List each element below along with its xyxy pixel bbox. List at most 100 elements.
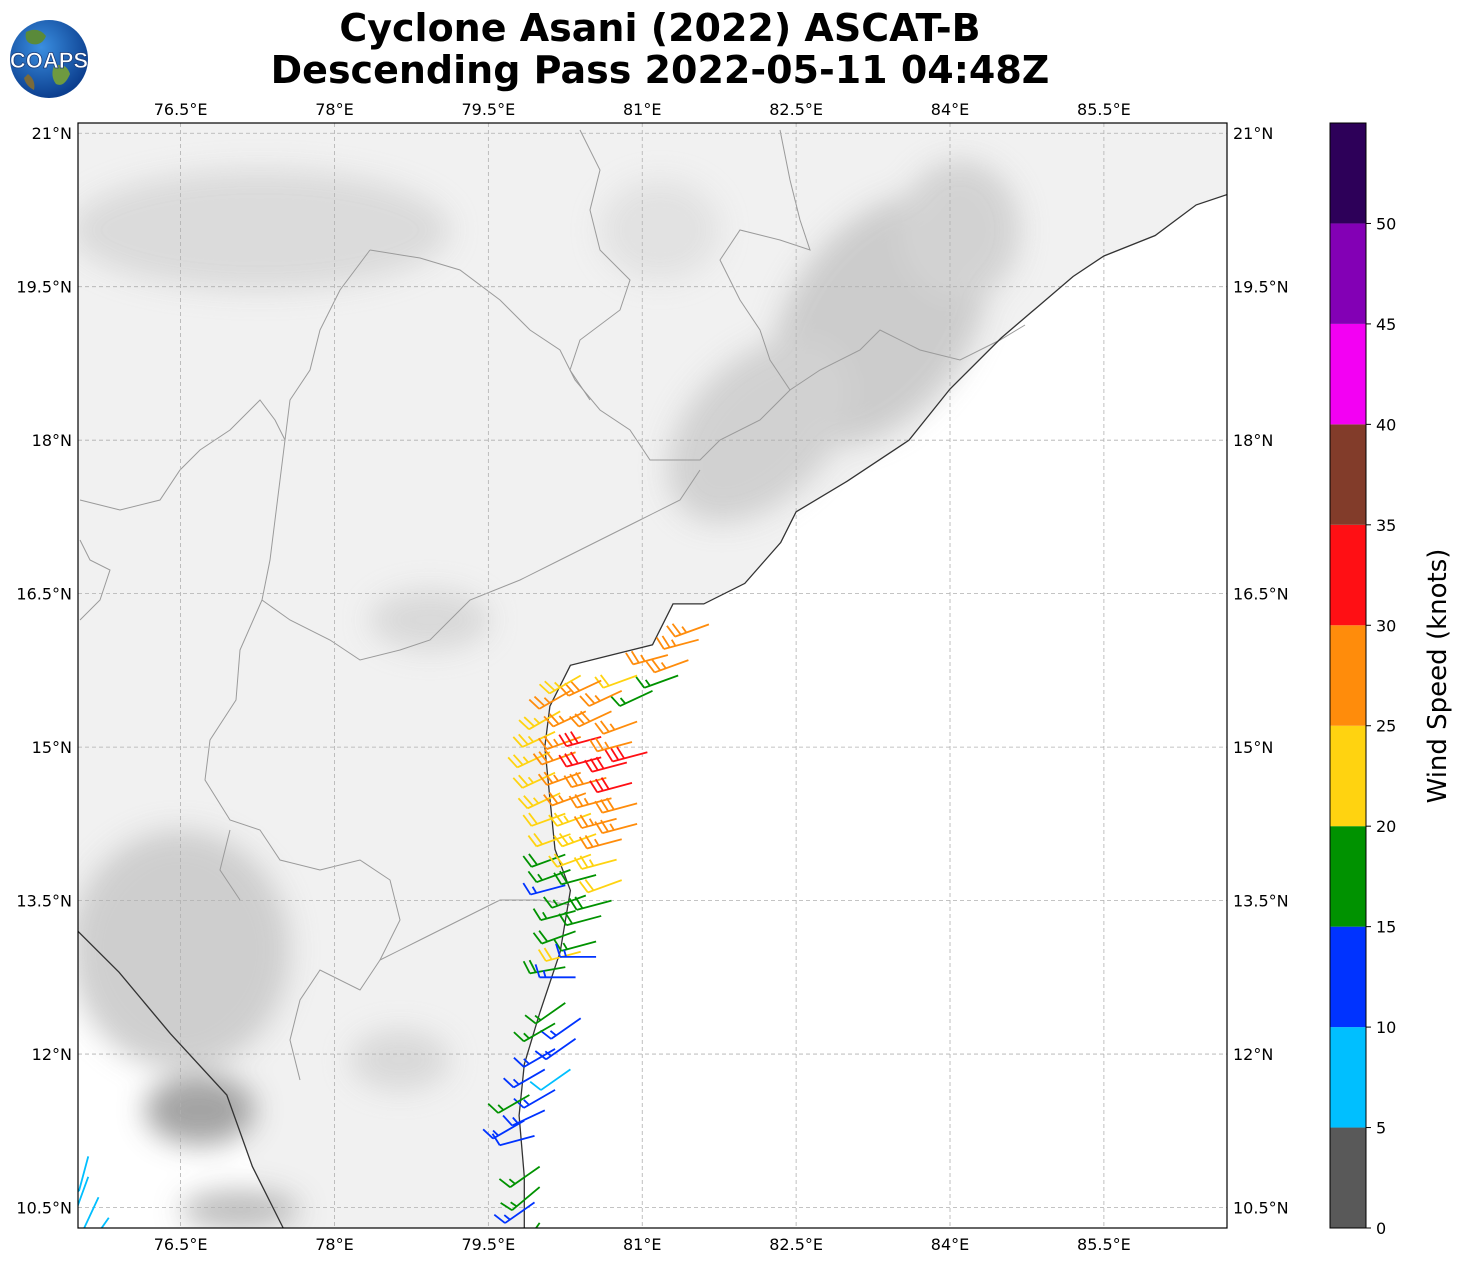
wind-barb-feather	[584, 878, 595, 891]
wind-barb-feather	[538, 683, 551, 695]
wind-barb-feather	[491, 1133, 501, 1146]
wind-barb-half-feather	[522, 756, 529, 763]
wind-barb-feather	[579, 855, 589, 868]
wind-barb	[604, 746, 648, 763]
logo-text: COAPS	[10, 48, 88, 73]
lat-tick-label-left: 21°N	[32, 124, 72, 143]
wind-barb	[594, 819, 638, 835]
wind-barb	[532, 930, 576, 945]
wind-barb-feather	[553, 835, 563, 847]
wind-barb-feather	[578, 881, 589, 893]
wind-barb-feather	[537, 737, 548, 750]
wind-barb-half-feather	[583, 797, 590, 805]
lon-tick-label-bottom: 82.5°E	[769, 1235, 823, 1254]
wind-barb-half-feather	[670, 639, 677, 647]
wind-barb-half-feather	[527, 776, 534, 784]
wind-barb-feather	[538, 751, 549, 764]
wind-barb	[589, 777, 633, 794]
wind-barb	[502, 1109, 546, 1127]
wind-barb-feather	[569, 715, 580, 728]
wind-barb-feather	[574, 713, 585, 725]
wind-barb-half-feather	[533, 717, 541, 724]
wind-barb	[558, 911, 602, 927]
wind-barb-feather	[523, 716, 535, 727]
wind-barb-half-feather	[542, 970, 547, 978]
wind-barb-staff	[511, 1109, 546, 1127]
wind-barb-feather	[570, 751, 579, 765]
wind-barb-feather	[610, 695, 621, 707]
axis-tick-labels: 76.5°E 76.5°E 78°E 78°E 79.5°E 79.5°E 81°E 81°E…	[16, 100, 1288, 1254]
wind-barb-feather	[487, 1103, 499, 1114]
wind-barb-staff	[587, 879, 623, 894]
wind-barb-feather	[503, 1077, 515, 1089]
lon-tick-label-bottom: 81°E	[623, 1235, 661, 1254]
wind-barb-feather	[543, 947, 553, 960]
wind-barb-feather	[534, 964, 541, 978]
wind-barb	[512, 771, 556, 789]
wind-barb-staff	[578, 710, 612, 728]
wind-barb-feather	[502, 1114, 513, 1127]
wind-barb-staff	[78, 1176, 90, 1208]
wind-barb-feather	[493, 1214, 506, 1224]
wind-barb	[529, 1068, 571, 1091]
lat-tick-label-right: 21°N	[1233, 124, 1273, 143]
wind-barb	[487, 1094, 530, 1114]
wind-barb-half-feather	[619, 697, 626, 705]
wind-barb-feather	[563, 775, 573, 788]
wind-barb-feather	[513, 1097, 525, 1109]
wind-barb-half-feather	[681, 626, 688, 634]
wind-barb-feather	[671, 623, 682, 636]
wind-barb	[543, 710, 587, 728]
lon-tick-label-bottom: 76.5°E	[154, 1235, 208, 1254]
wind-barb	[558, 731, 602, 748]
wind-barb-feather	[625, 652, 634, 665]
colorbar-tick-label: 30	[1376, 616, 1396, 635]
lat-tick-label-right: 12°N	[1233, 1045, 1273, 1064]
wind-barb	[538, 674, 582, 695]
lon-tick-label-top: 84°E	[931, 100, 969, 119]
wind-barb	[100, 1217, 110, 1228]
wind-barb-feather	[528, 959, 537, 973]
wind-barb-half-feather	[594, 838, 600, 846]
wind-barb-staff	[78, 1156, 90, 1192]
wind-barb	[578, 834, 622, 850]
wind-barb-feather	[568, 897, 578, 911]
wind-barb-half-feather	[609, 723, 616, 731]
wind-barb-feather	[564, 732, 573, 746]
wind-barb-feather	[604, 749, 614, 763]
wind-barb-feather	[584, 834, 594, 848]
colorbar-tick-label: 0	[1376, 1219, 1386, 1238]
wind-barb-staff	[100, 1217, 110, 1228]
east-coastline	[518, 193, 1227, 1228]
wind-barb	[532, 908, 576, 922]
wind-barb	[543, 894, 587, 909]
chart-title-line2: Descending Pass 2022-05-11 04:48Z	[270, 48, 1050, 92]
wind-barbs	[78, 623, 710, 1228]
wind-barb	[517, 792, 561, 810]
wind-barb-feather	[666, 625, 676, 638]
wind-barb-feather	[573, 856, 583, 870]
wind-barb-half-feather	[510, 1201, 518, 1208]
wind-barb-half-feather	[644, 679, 651, 687]
wind-barb	[548, 853, 592, 868]
colorbar-bin	[1330, 725, 1366, 827]
globe-logo-icon: COAPS	[9, 20, 89, 98]
wind-barb	[522, 959, 566, 975]
wind-barb	[666, 623, 710, 638]
wind-barb-half-feather	[523, 1032, 530, 1040]
wind-barb-feather	[528, 812, 538, 825]
wind-barb-half-feather	[604, 741, 610, 749]
wind-barb-feather	[512, 777, 524, 789]
wind-barb-staff	[523, 1022, 556, 1043]
wind-barb-feather	[532, 753, 543, 766]
wind-barb	[568, 794, 612, 809]
colorbar-bin	[1330, 524, 1366, 626]
wind-barb-feather	[568, 795, 578, 809]
wind-barb-feather	[539, 1029, 552, 1040]
wind-barb-feather	[569, 680, 581, 692]
wind-barb	[78, 1176, 90, 1208]
wind-barb-half-feather	[503, 1214, 511, 1221]
wind-barb	[491, 1133, 535, 1147]
wind-barb-feather	[527, 870, 538, 883]
wind-barb-feather	[564, 753, 573, 766]
